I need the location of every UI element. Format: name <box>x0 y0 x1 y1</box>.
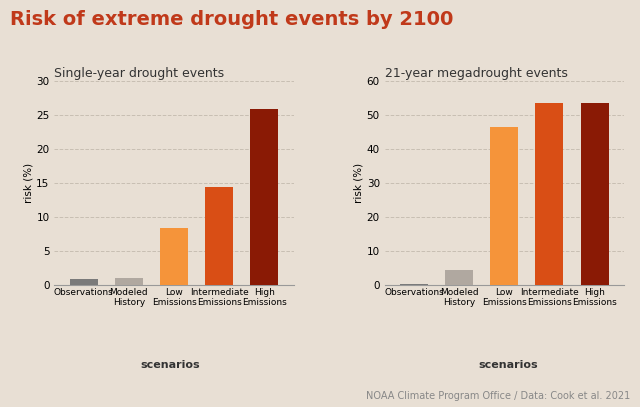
Text: NOAA Climate Program Office / Data: Cook et al. 2021: NOAA Climate Program Office / Data: Cook… <box>366 391 630 401</box>
Bar <box>115 278 143 285</box>
Text: Risk of extreme drought events by 2100: Risk of extreme drought events by 2100 <box>10 10 453 29</box>
Bar <box>250 109 278 285</box>
Bar <box>400 284 428 285</box>
Bar <box>445 269 473 285</box>
Bar <box>205 186 233 285</box>
Bar <box>536 103 563 285</box>
Text: scenarios: scenarios <box>479 360 538 370</box>
Bar <box>490 127 518 285</box>
Bar <box>70 280 98 285</box>
Text: scenarios: scenarios <box>140 360 200 370</box>
Bar <box>580 103 609 285</box>
Text: 21-year megadrought events: 21-year megadrought events <box>385 67 568 80</box>
Y-axis label: risk (%): risk (%) <box>354 163 364 203</box>
Y-axis label: risk (%): risk (%) <box>24 163 33 203</box>
Text: Single-year drought events: Single-year drought events <box>54 67 225 80</box>
Bar <box>160 228 188 285</box>
